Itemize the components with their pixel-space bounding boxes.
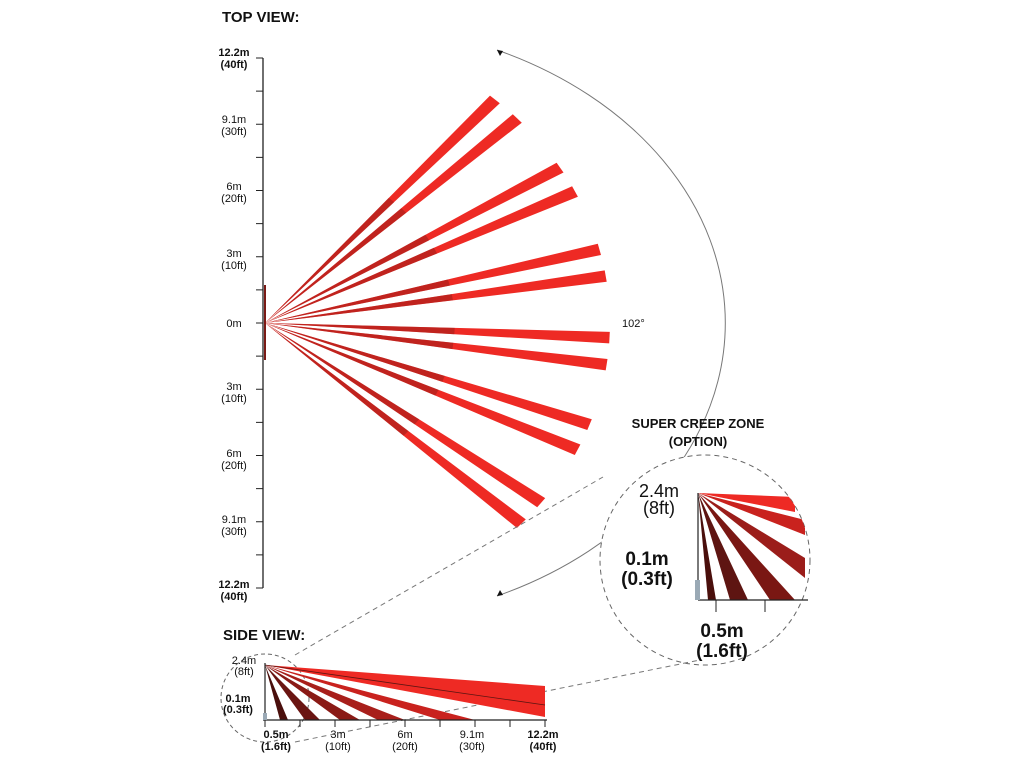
fan-beam-near-segment [265, 279, 450, 323]
side-distance-label-m: 3m [330, 729, 345, 741]
top-distance-label-ft: (30ft) [221, 126, 247, 138]
side-distance-label-ft: (10ft) [325, 741, 351, 753]
side-view-axis-ticks [264, 720, 546, 727]
creep-zone-height-m: 2.4m [639, 481, 679, 501]
side-distance-label-ft: (1.6ft) [261, 741, 291, 753]
arc-arrowhead-top [497, 50, 503, 56]
top-view-beams [265, 95, 610, 528]
side-view-distance-labels: 0.5m(1.6ft) 3m(10ft) 6m(20ft) 9.1m(30ft) 12.… [261, 729, 559, 753]
fan-beam-near-segment [265, 197, 395, 323]
side-low-m: 0.1m [225, 693, 250, 705]
side-distance-label-m: 6m [397, 729, 412, 741]
creep-beam-5 [698, 493, 748, 600]
creep-beam-4 [698, 493, 795, 600]
side-distance-label-m: 9.1m [460, 729, 484, 741]
side-distance-label-m: 0.5m [263, 729, 288, 741]
side-view-low-marker [263, 713, 267, 720]
side-distance-label-ft: (40ft) [530, 741, 557, 753]
top-distance-label-m: 3m [226, 381, 241, 393]
fan-beam-near-segment [265, 323, 420, 425]
top-distance-label-m: 9.1m [222, 114, 246, 126]
fan-beam-near-segment [265, 323, 454, 350]
top-view-axis-ticks [256, 57, 263, 589]
side-beam-4 [265, 665, 360, 720]
creep-zone-title: SUPER CREEP ZONE [632, 416, 765, 431]
side-distance-label-m: 12.2m [527, 729, 558, 741]
top-distance-label-m: 6m [226, 181, 241, 193]
creep-zone-beams [698, 493, 805, 600]
creep-beam-3 [698, 493, 805, 578]
creep-zone-dist-ft: (1.6ft) [696, 641, 748, 662]
top-distance-label-ft: (20ft) [221, 460, 247, 472]
creep-zone-low-marker [695, 580, 700, 600]
side-beam-3 [265, 665, 405, 720]
fan-beam-near-segment [265, 294, 453, 323]
top-view-title: TOP VIEW: [222, 9, 300, 26]
top-view-distance-labels: 12.2m(40ft)9.1m(30ft)6m(20ft)3m(10ft)0m3… [218, 47, 249, 603]
fan-beam-near-segment [265, 323, 455, 335]
fan-beam-near-segment [265, 323, 409, 436]
creep-beam-1 [698, 493, 795, 512]
creep-zone-dist-m: 0.5m [700, 621, 743, 642]
creep-zone-subtitle: (OPTION) [669, 434, 728, 449]
fan-beam-near-segment [265, 323, 439, 396]
side-height-m: 2.4m [232, 655, 256, 667]
top-distance-label-m: 3m [226, 248, 241, 260]
side-low-ft: (0.3ft) [223, 704, 253, 716]
side-beam-2 [265, 665, 475, 720]
side-beam-5 [265, 665, 320, 720]
creep-zone-low-m: 0.1m [625, 549, 668, 570]
guide-line-bottom [294, 659, 701, 743]
top-distance-label-ft: (30ft) [221, 526, 247, 538]
top-distance-label-m: 6m [226, 448, 241, 460]
side-view-magnify-marker [220, 653, 310, 743]
guide-line-top [294, 476, 604, 656]
creep-zone-height-ft: (8ft) [643, 498, 675, 518]
fan-beam-near-segment [265, 208, 407, 323]
side-height-ft: (8ft) [234, 666, 254, 678]
side-view-title: SIDE VIEW: [223, 627, 305, 644]
side-distance-label-ft: (30ft) [459, 741, 485, 753]
side-beam-6 [265, 665, 288, 720]
fan-beam-near-segment [265, 323, 445, 382]
coverage-angle-label: 102° [622, 318, 645, 330]
top-distance-label-m: 12.2m [218, 579, 249, 591]
top-distance-label-ft: (40ft) [221, 59, 248, 71]
top-distance-label-ft: (10ft) [221, 393, 247, 405]
fan-beam-near-segment [265, 247, 438, 323]
top-distance-label-ft: (10ft) [221, 260, 247, 272]
creep-beam-6 [698, 493, 716, 600]
side-distance-label-ft: (20ft) [392, 741, 418, 753]
top-distance-label-m: 12.2m [218, 47, 249, 59]
side-view-beam-edge [264, 664, 546, 706]
top-distance-label-ft: (40ft) [221, 591, 248, 603]
side-view-beams [265, 665, 545, 720]
top-distance-label-ft: (20ft) [221, 193, 247, 205]
creep-zone-low-ft: (0.3ft) [621, 569, 673, 590]
top-distance-label-m: 9.1m [222, 514, 246, 526]
side-beam-far [265, 665, 545, 717]
fan-beam-near-segment [265, 234, 430, 323]
creep-beam-2 [698, 493, 805, 535]
arc-arrowhead-bottom [497, 590, 503, 596]
top-distance-label-m: 0m [226, 318, 241, 330]
